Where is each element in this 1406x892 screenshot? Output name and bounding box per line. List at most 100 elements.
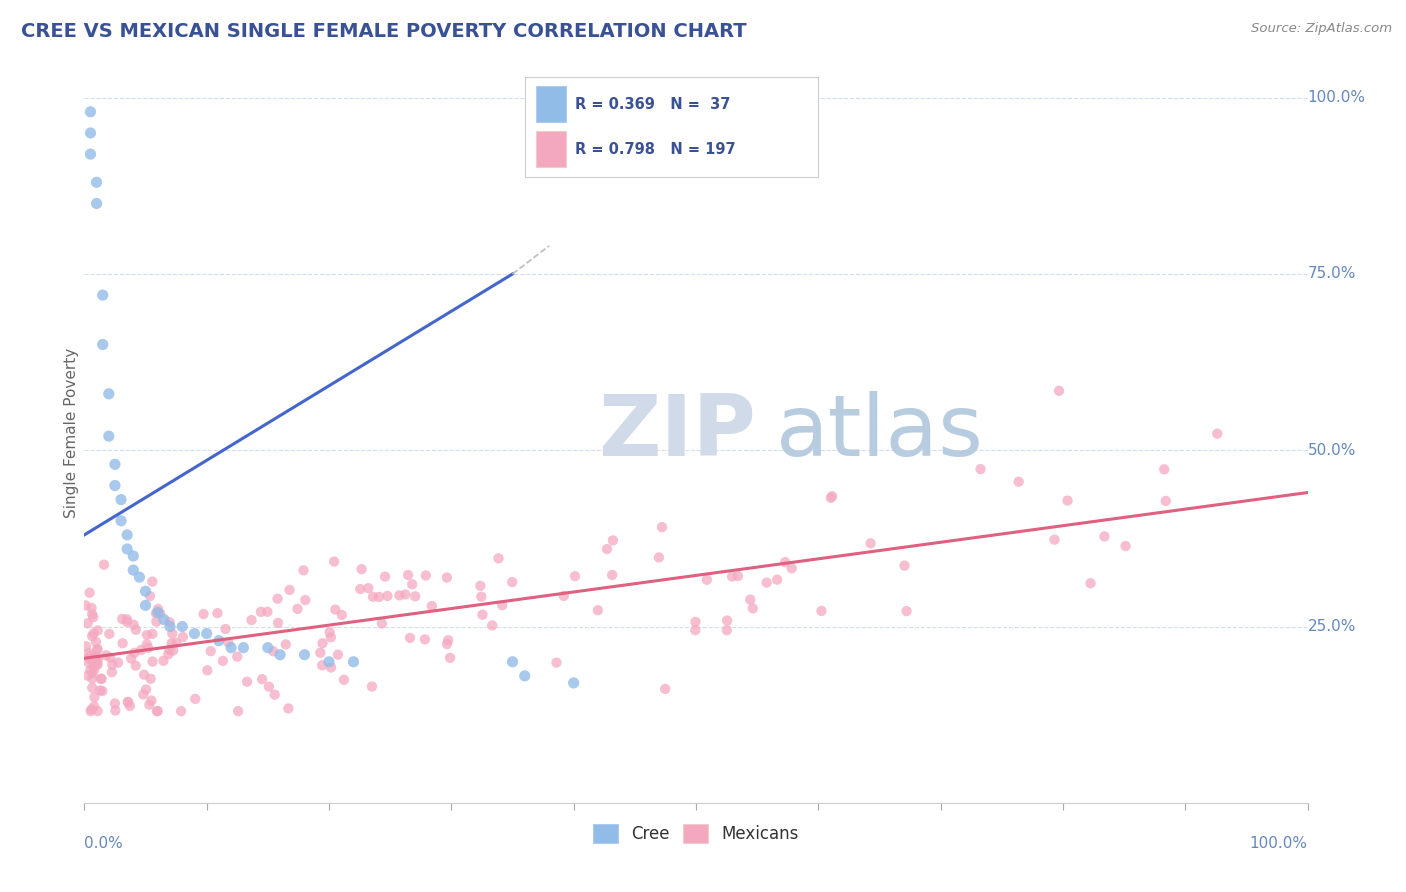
- Point: [287, 602, 309, 616]
- Point: [292, 563, 315, 577]
- Point: [361, 680, 384, 694]
- Point: [146, 704, 169, 718]
- Point: [79, 704, 101, 718]
- Point: [86, 643, 108, 657]
- Point: [311, 658, 333, 673]
- Point: [82, 607, 104, 622]
- Point: [780, 561, 803, 575]
- Text: 100.0%: 100.0%: [1250, 836, 1308, 851]
- Point: [135, 599, 157, 613]
- Point: [80, 652, 103, 666]
- Point: [115, 541, 138, 556]
- Point: [79, 585, 101, 599]
- Point: [413, 632, 436, 647]
- Point: [122, 549, 145, 563]
- Point: [125, 658, 148, 673]
- Point: [401, 577, 423, 591]
- Text: 75.0%: 75.0%: [1308, 267, 1355, 282]
- Point: [586, 603, 609, 617]
- Point: [342, 655, 364, 669]
- Point: [128, 570, 150, 584]
- Point: [107, 656, 129, 670]
- Point: [371, 616, 394, 631]
- Point: [129, 643, 152, 657]
- Point: [79, 652, 101, 666]
- Point: [437, 633, 460, 648]
- Point: [741, 601, 763, 615]
- Point: [110, 514, 132, 528]
- Point: [200, 644, 222, 658]
- Point: [91, 337, 114, 351]
- Point: [136, 628, 159, 642]
- Point: [80, 702, 103, 716]
- Point: [115, 528, 138, 542]
- Point: [184, 692, 207, 706]
- Point: [101, 665, 124, 680]
- Point: [153, 612, 176, 626]
- Point: [172, 630, 194, 644]
- Point: [319, 630, 342, 644]
- Point: [122, 617, 145, 632]
- Point: [87, 652, 110, 666]
- Point: [170, 704, 193, 718]
- Point: [232, 640, 254, 655]
- Point: [86, 175, 108, 189]
- Point: [145, 615, 167, 629]
- Point: [219, 640, 242, 655]
- Point: [84, 648, 107, 663]
- Point: [98, 650, 121, 665]
- Point: [90, 672, 112, 686]
- Point: [1115, 539, 1137, 553]
- Point: [600, 568, 623, 582]
- Point: [420, 599, 443, 613]
- Point: [250, 605, 273, 619]
- Point: [214, 622, 236, 636]
- Point: [93, 558, 115, 572]
- Point: [820, 491, 842, 505]
- Point: [145, 607, 167, 621]
- Point: [91, 684, 114, 698]
- Point: [149, 607, 172, 621]
- Point: [294, 593, 316, 607]
- Text: 50.0%: 50.0%: [1308, 442, 1355, 458]
- Point: [117, 695, 139, 709]
- Point: [399, 631, 422, 645]
- Point: [325, 602, 347, 616]
- Point: [76, 616, 98, 631]
- Point: [141, 627, 163, 641]
- Point: [256, 605, 278, 619]
- Point: [83, 626, 105, 640]
- Point: [77, 656, 100, 670]
- Text: Source: ZipAtlas.com: Source: ZipAtlas.com: [1251, 22, 1392, 36]
- Point: [250, 672, 273, 686]
- Point: [602, 533, 624, 548]
- Point: [136, 640, 159, 655]
- Point: [212, 654, 235, 668]
- Point: [142, 655, 165, 669]
- Point: [596, 542, 619, 557]
- Point: [122, 563, 145, 577]
- Point: [553, 589, 575, 603]
- Point: [79, 104, 101, 119]
- Point: [262, 644, 284, 658]
- Text: 0.0%: 0.0%: [84, 836, 124, 851]
- Point: [821, 489, 844, 503]
- Point: [157, 647, 180, 661]
- Point: [471, 607, 494, 622]
- Point: [721, 569, 744, 583]
- Point: [91, 288, 114, 302]
- Point: [80, 601, 103, 615]
- Point: [893, 558, 915, 573]
- Point: [716, 614, 738, 628]
- Point: [110, 492, 132, 507]
- Point: [86, 196, 108, 211]
- Point: [274, 637, 297, 651]
- Point: [84, 653, 107, 667]
- Point: [160, 636, 183, 650]
- Point: [138, 698, 160, 712]
- Point: [141, 693, 163, 707]
- Point: [135, 682, 157, 697]
- Point: [207, 606, 229, 620]
- Point: [267, 615, 290, 630]
- Point: [125, 623, 148, 637]
